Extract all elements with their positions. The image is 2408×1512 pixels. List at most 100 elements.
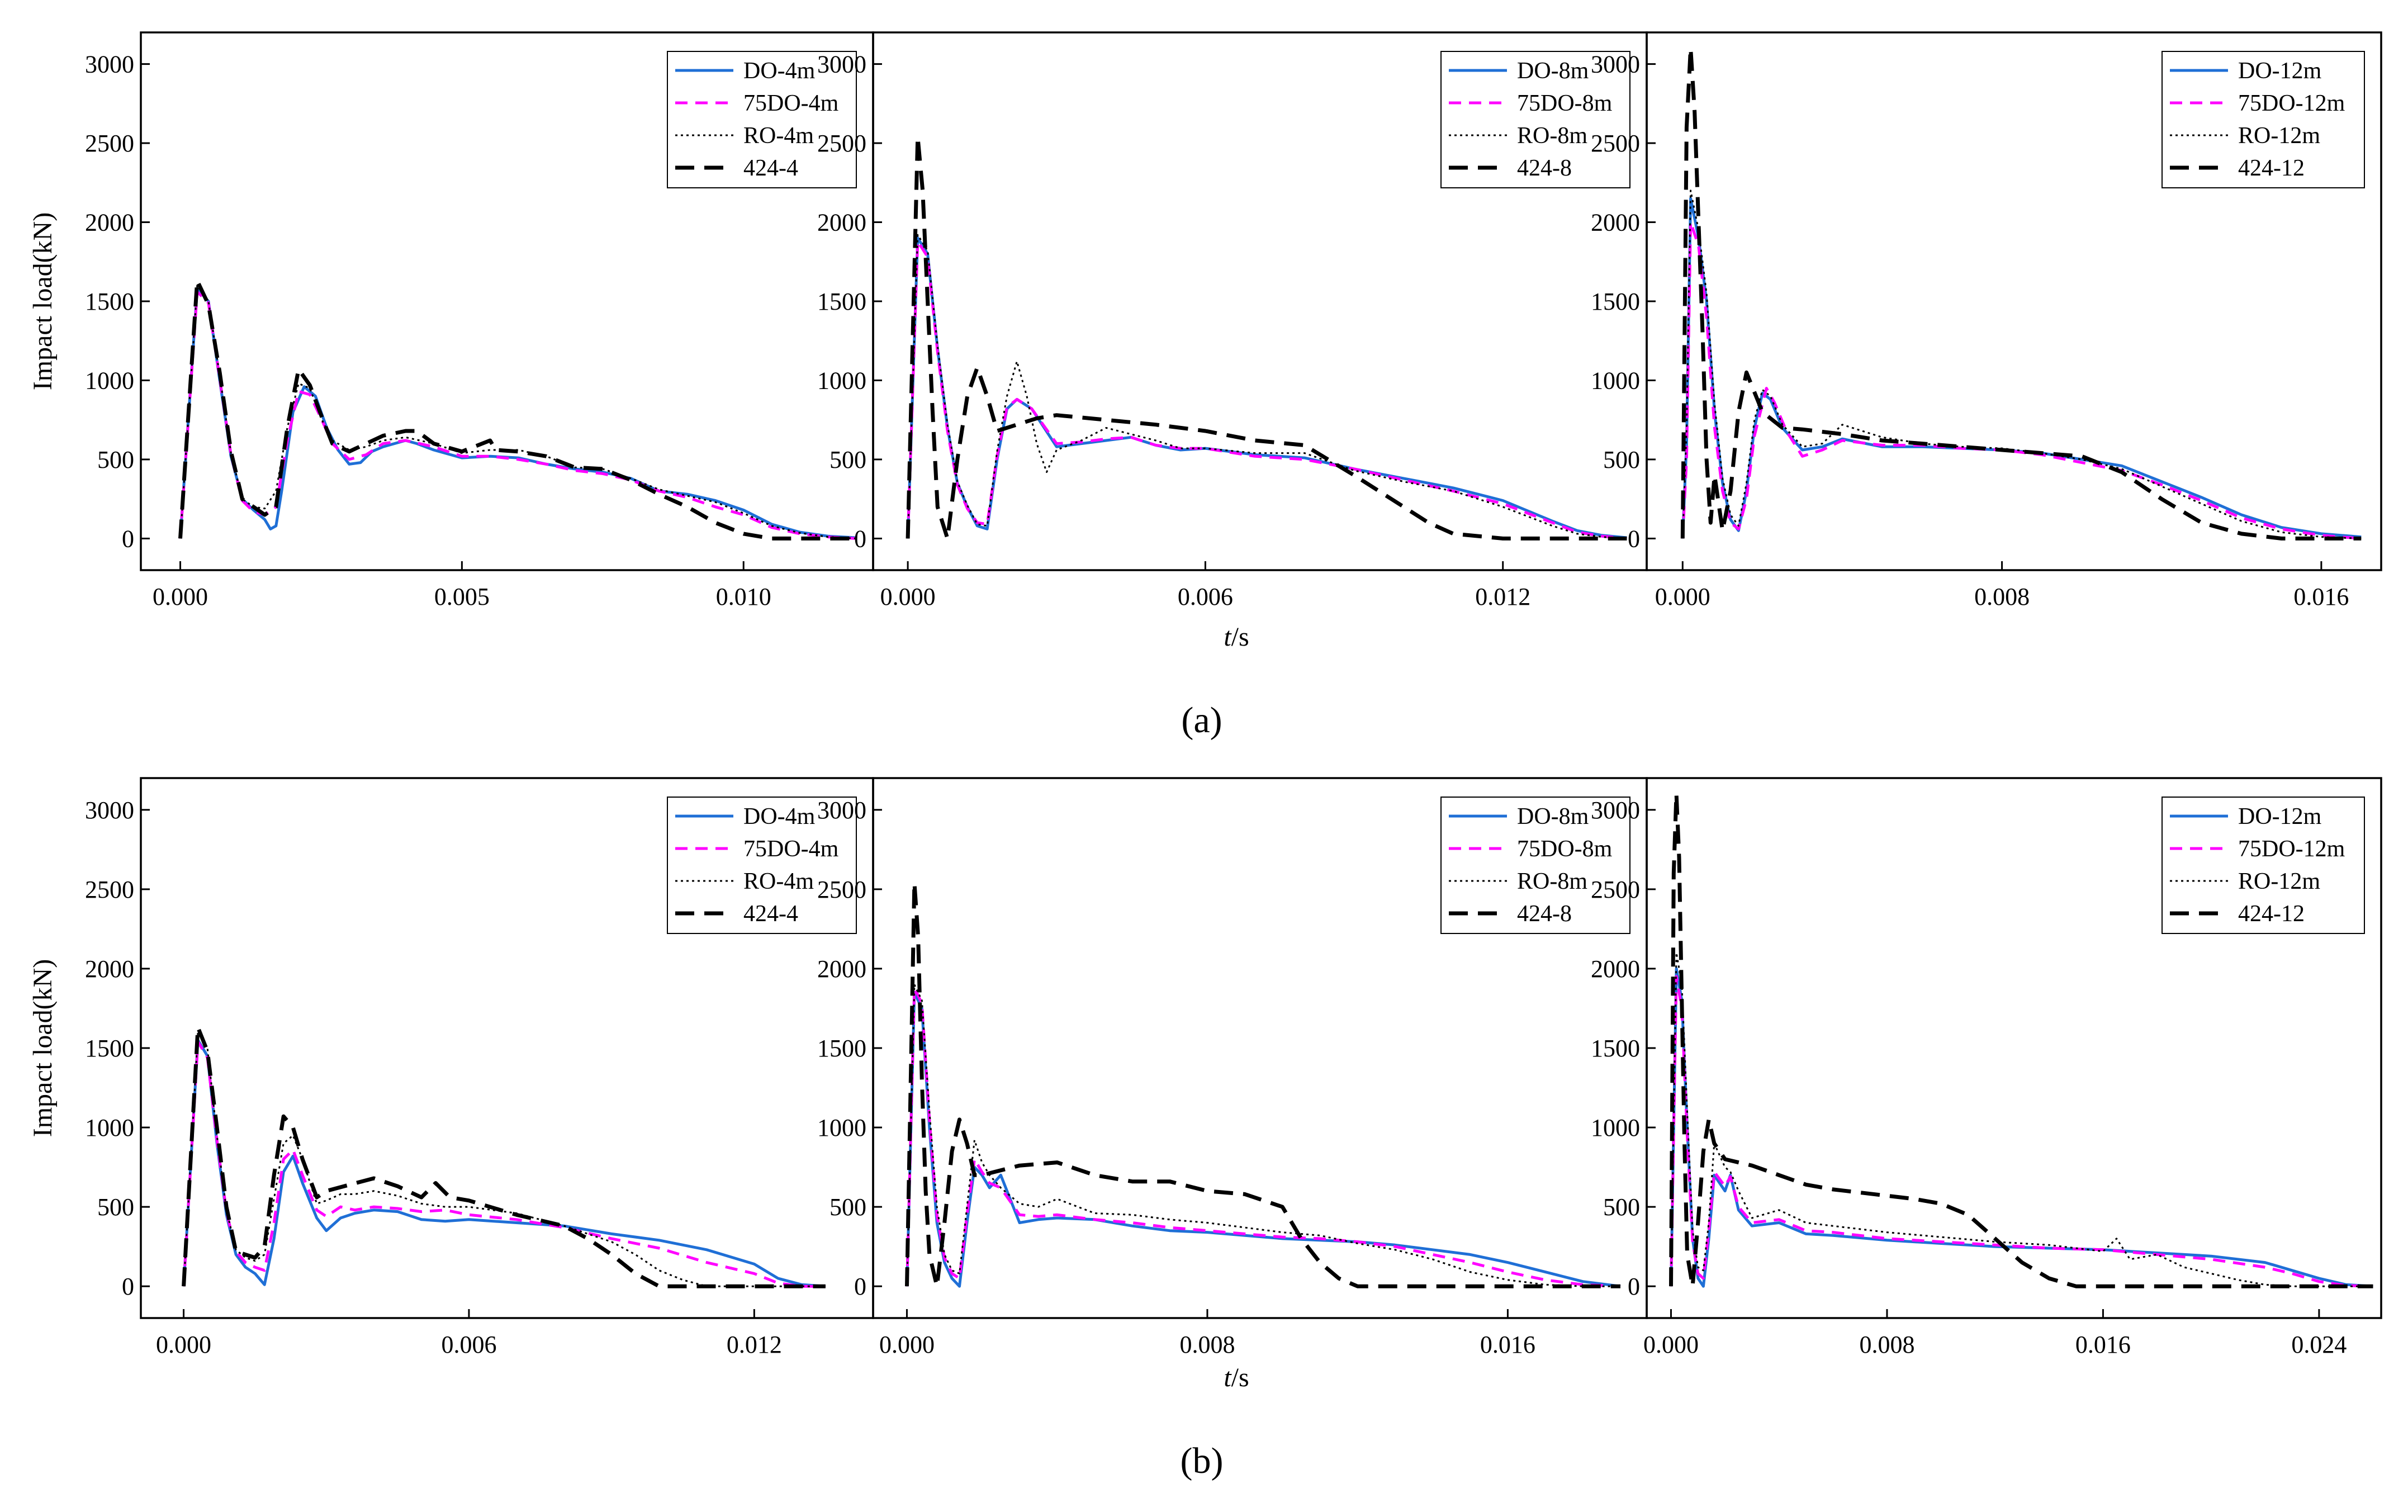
- plot-frame: [1646, 777, 2382, 1319]
- series-line-DO-4m: [179, 287, 856, 539]
- x-tick-label: 0.012: [1475, 583, 1530, 610]
- y-tick-label: 2500: [817, 130, 866, 157]
- legend-label-DO-4m: DO-4m: [743, 58, 816, 84]
- chart-panel-b2: 0 500 1000 1500 2000 2500 3000 0.000 0.008 0.016 D…: [817, 777, 1648, 1358]
- legend-label-75DO-8m: 75DO-8m: [1517, 91, 1613, 116]
- x-tick-label: 0.005: [434, 583, 490, 610]
- y-tick-label: 1000: [817, 1114, 866, 1141]
- y-tick-label: 1000: [1591, 1114, 1640, 1141]
- y-tick-label: 500: [1603, 446, 1640, 473]
- series-line-424-4: [178, 278, 856, 541]
- x-tick-label: 0.012: [727, 1331, 782, 1358]
- legend-label-424-12: 424-12: [2238, 901, 2305, 927]
- chart-panel-a3: 0 500 1000 1500 2000 2500 3000 0.000 0.008 0.016 D…: [1591, 31, 2382, 610]
- y-tick-label: 2000: [1591, 209, 1640, 236]
- series-line-RO-4m: [183, 1031, 826, 1287]
- series-line-RO-4m: [179, 285, 856, 539]
- legend-label-RO-12m: RO-12m: [2238, 123, 2320, 149]
- y-tick-label: 1000: [1591, 367, 1640, 394]
- legend-box: [1440, 51, 1630, 188]
- y-tick-label: 2000: [817, 955, 866, 983]
- series-line-DO-8m: [906, 236, 1627, 539]
- legend-box: [667, 797, 857, 934]
- x-tick-label: 0.016: [2075, 1331, 2131, 1358]
- y-tick-label: 0: [854, 525, 866, 552]
- chart-panel-a1: 0 500 1000 1500 2000 2500 3000 0.000 0.005 0.010 I…: [28, 31, 874, 610]
- y-tick-label: 3000: [817, 51, 866, 78]
- y-tick-label: 0: [1628, 1273, 1640, 1300]
- y-tick-label: 1000: [85, 1114, 134, 1141]
- x-tick-label: 0.000: [880, 583, 936, 610]
- legend: DO-8m 75DO-8m RO-8m 424-8: [1440, 51, 1630, 188]
- legend-label-424-4: 424-4: [743, 155, 798, 181]
- y-tick-label: 2500: [85, 130, 134, 157]
- y-tick-label: 0: [122, 525, 134, 552]
- y-tick-label: 2000: [817, 209, 866, 236]
- x-tick-label: 0.000: [153, 583, 208, 610]
- y-tick-label: 500: [1603, 1193, 1640, 1221]
- legend: DO-12m 75DO-12m RO-12m 424-12: [2161, 797, 2365, 934]
- caption-a: (a): [1181, 700, 1222, 741]
- x-tick-label: 0.016: [1480, 1331, 1535, 1358]
- y-tick-label: 500: [97, 446, 134, 473]
- y-tick-label: 2500: [817, 876, 866, 903]
- legend-label-DO-4m: DO-4m: [743, 804, 816, 830]
- legend: DO-4m 75DO-4m RO-4m 424-4: [667, 51, 857, 188]
- legend: DO-8m 75DO-8m RO-8m 424-8: [1440, 797, 1630, 934]
- x-tick-label: 0.000: [1643, 1331, 1699, 1358]
- y-tick-label: 1000: [817, 367, 866, 394]
- y-tick-label: 1500: [1591, 288, 1640, 315]
- series-line-424-12: [1680, 46, 2362, 541]
- series-line-424-8: [906, 135, 1627, 541]
- y-tick-label: 0: [854, 1273, 866, 1300]
- x-axis-title-a: t/s: [1224, 622, 1249, 652]
- y-tick-label: 2500: [1591, 876, 1640, 903]
- series-line-DO-12m: [1681, 197, 2362, 539]
- series-line-75DO-12m: [1681, 221, 2362, 540]
- legend-label-DO-12m: DO-12m: [2238, 804, 2322, 830]
- legend-label-424-8: 424-8: [1517, 901, 1572, 927]
- legend-label-75DO-12m: 75DO-12m: [2238, 836, 2345, 862]
- series-line-424-8: [905, 881, 1620, 1288]
- series-group: [182, 1025, 826, 1288]
- y-tick-label: 1000: [85, 367, 134, 394]
- series-line-RO-12m: [1670, 952, 2373, 1287]
- series-line-RO-8m: [907, 234, 1627, 539]
- x-tick-label: 0.008: [1179, 1331, 1235, 1358]
- y-tick-label: 1500: [817, 288, 866, 315]
- y-tick-label: 3000: [1591, 51, 1640, 78]
- x-tick-label: 0.000: [879, 1331, 935, 1358]
- legend-label-75DO-4m: 75DO-4m: [743, 91, 839, 116]
- series-line-424-4: [182, 1025, 826, 1288]
- legend-label-75DO-8m: 75DO-8m: [1517, 836, 1613, 862]
- y-tick-label: 1500: [85, 288, 134, 315]
- legend-box: [2161, 51, 2365, 188]
- series-group: [1669, 791, 2373, 1288]
- y-tick-label: 2500: [1591, 130, 1640, 157]
- plot-frame: [1646, 31, 2382, 571]
- x-tick-label: 0.000: [1655, 583, 1710, 610]
- x-tick-label: 0.016: [2293, 583, 2349, 610]
- y-tick-label: 2000: [85, 209, 134, 236]
- legend-label-RO-4m: RO-4m: [743, 869, 814, 894]
- y-tick-label: 0: [122, 1273, 134, 1300]
- legend-box: [1440, 797, 1630, 934]
- series-line-DO-4m: [182, 1039, 826, 1288]
- legend-label-RO-8m: RO-8m: [1517, 869, 1587, 894]
- y-axis-title: Impact load(kN): [28, 212, 58, 391]
- y-tick-label: 1500: [1591, 1035, 1640, 1062]
- y-tick-label: 2000: [1591, 955, 1640, 983]
- legend-box: [667, 51, 857, 188]
- panels: 0 500 1000 1500 2000 2500 3000 0.000 0.005 0.010 I…: [28, 31, 2382, 1358]
- legend: DO-4m 75DO-4m RO-4m 424-4: [667, 797, 857, 934]
- legend-label-RO-8m: RO-8m: [1517, 123, 1587, 149]
- series-line-DO-12m: [1670, 967, 2373, 1288]
- legend-label-DO-8m: DO-8m: [1517, 58, 1589, 84]
- series-line-75DO-8m: [906, 986, 1621, 1288]
- legend-label-424-8: 424-8: [1517, 155, 1572, 181]
- legend-label-RO-12m: RO-12m: [2238, 869, 2320, 894]
- y-tick-label: 1500: [85, 1035, 134, 1062]
- legend-label-424-4: 424-4: [743, 901, 798, 927]
- y-tick-label: 2000: [85, 955, 134, 983]
